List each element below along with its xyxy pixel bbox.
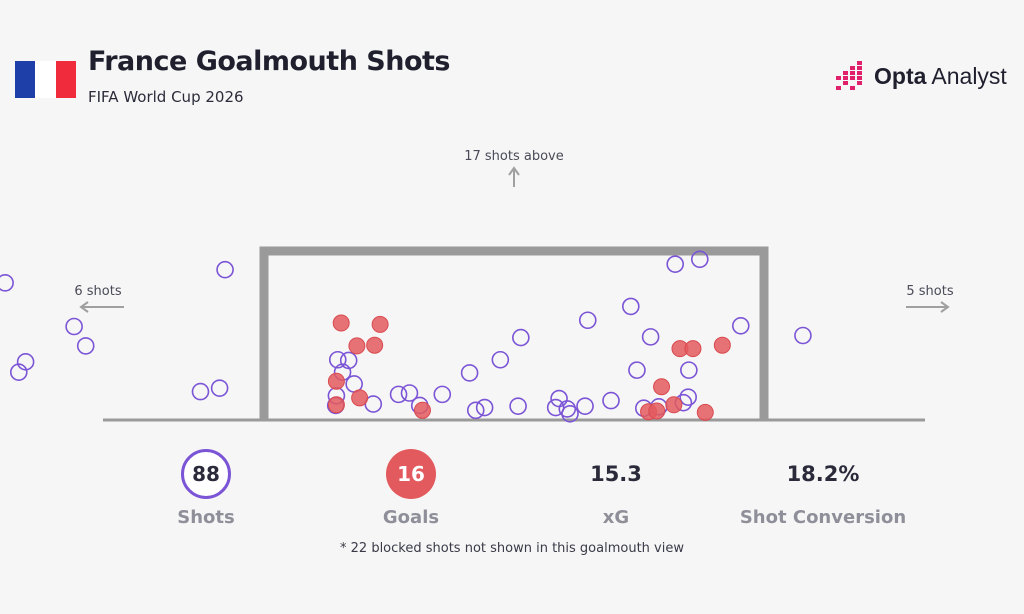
shot-point [512,328,530,347]
stat-xg: 15.3 xG [516,449,716,528]
france-flag-icon [15,61,76,98]
shot-point [433,385,452,404]
goal-point [351,389,369,407]
logo-pixel [850,71,855,75]
shot-point [400,384,419,402]
shot-point [550,389,568,408]
shot-point [328,350,347,369]
page-title: France Goalmouth Shots [88,46,451,77]
shot-point [679,388,697,406]
stat-conversion: 18.2% Shot Conversion [723,449,923,528]
shot-point [561,404,579,423]
goal-point [327,396,345,414]
goal-point [332,314,350,332]
logo-pixel [850,76,855,80]
shots-above-label: 17 shots above [464,149,564,164]
shot-point [9,363,28,382]
goal-point [327,372,345,390]
logo-pixel [843,81,848,85]
shot-point [690,250,709,269]
shot-point [680,361,698,379]
shot-point [666,255,685,273]
shot-point [576,397,594,415]
logo-pixel [843,71,848,75]
shot-point [641,328,660,346]
shots-count-badge: 88 [181,449,231,499]
arrow-right-head [940,301,950,313]
logo-pixel [836,76,841,80]
logo-pixel [843,76,848,80]
logo-pixel [857,71,862,75]
shots-label: Shots [177,507,235,528]
conversion-value: 18.2% [786,462,860,486]
xg-value: 15.3 [590,462,642,486]
shot-point [460,364,479,382]
conversion-label: Shot Conversion [739,507,907,528]
shot-point [389,385,408,404]
arrow-up-head [508,166,520,176]
arrow-left-head [79,301,89,313]
shot-point [602,391,620,410]
stat-shots: 88 Shots [106,449,306,528]
goals-count-badge: 16 [386,449,436,499]
goal-point [665,396,683,414]
brand-name-analyst: Analyst [931,62,1007,89]
shot-point [339,351,358,370]
shot-point [731,317,750,335]
page-subtitle: FIFA World Cup 2026 [88,88,244,106]
logo-pixel [850,66,855,70]
brand-name-opta: Opta [874,62,927,89]
goal-point [371,315,389,333]
flag-blue-stripe [15,61,36,98]
shot-point [76,337,95,355]
shot-point [65,317,83,336]
goal-point [684,340,702,358]
shot-point [475,398,494,417]
brand-logo: Opta Analyst [834,60,1007,92]
goal-point [413,401,431,419]
logo-pixel [857,81,862,85]
shots-right-label: 5 shots [906,284,953,299]
shot-point [191,382,210,401]
goal-point [653,378,671,396]
logo-pixel [836,86,841,90]
shot-point [558,400,577,418]
shot-point [491,350,510,369]
shot-point [622,297,640,316]
shot-point [216,260,234,279]
shot-point [578,311,597,330]
footnote: * 22 blocked shots not shown in this goa… [340,541,684,556]
logo-pixel [857,66,862,70]
stat-goals: 16 Goals [311,449,511,528]
xg-label: xG [602,507,630,528]
goal-point [713,336,731,354]
shots-left-label: 6 shots [74,284,121,299]
opta-pixel-icon [836,61,862,90]
shot-point [210,379,229,397]
goal-point [348,337,366,355]
goal-frame [259,246,769,420]
shot-point [466,401,485,420]
logo-pixel [850,86,855,90]
goal-point [696,403,714,421]
shot-point [509,397,527,415]
goals-label: Goals [382,507,440,528]
shot-point [0,274,14,292]
goal-point [648,402,666,420]
flag-white-stripe [35,61,56,98]
logo-pixel [857,61,862,65]
shot-point [546,398,565,417]
shot-point [628,361,646,379]
logo-pixel [857,76,862,80]
flag-red-stripe [55,61,76,98]
shot-point [794,326,812,345]
goal-point [366,336,384,354]
